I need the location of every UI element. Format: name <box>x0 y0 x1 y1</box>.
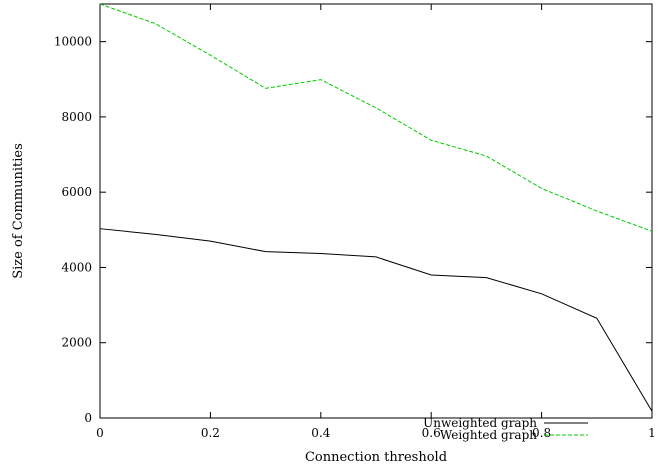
y-tick-label: 4000 <box>61 260 92 274</box>
series-line-unweighted <box>99 228 653 412</box>
x-tick-label: 0 <box>96 426 104 440</box>
y-tick-label: 8000 <box>61 110 92 124</box>
x-tick-label: 0.2 <box>201 426 220 440</box>
y-axis-label: Size of Communities <box>11 143 26 279</box>
y-tick-label: 6000 <box>61 185 92 199</box>
x-tick-label: 0.8 <box>532 426 551 440</box>
series-line-weighted <box>99 3 653 232</box>
legend-label: Weighted graph <box>440 428 537 442</box>
x-tick-label: 0.4 <box>311 426 330 440</box>
y-tick-label: 2000 <box>61 336 92 350</box>
plot-border <box>99 3 653 419</box>
y-tick-label: 0 <box>84 411 92 425</box>
series-layer <box>99 3 653 412</box>
y-axis-ticks: 0 2000 4000 6000 8000 10000 <box>54 35 652 425</box>
y-tick-label: 10000 <box>54 35 92 49</box>
x-tick-label: 0.6 <box>422 426 441 440</box>
plot-frame <box>99 3 653 419</box>
x-tick-label: 1 <box>648 426 656 440</box>
x-axis-label: Connection threshold <box>305 450 447 465</box>
x-axis-ticks: 0 0.2 0.4 0.6 0.8 1 <box>96 4 656 440</box>
legend-label: Unweighted graph <box>423 416 537 430</box>
